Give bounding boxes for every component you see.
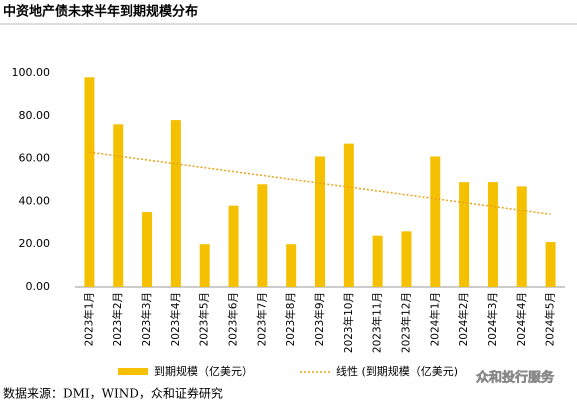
bar bbox=[430, 156, 441, 287]
bar bbox=[170, 120, 181, 287]
bar bbox=[228, 205, 239, 287]
y-tick-label: 100.00 bbox=[12, 66, 51, 79]
bar bbox=[113, 124, 124, 287]
bar bbox=[459, 182, 470, 287]
x-tick-label: 2023年12月 bbox=[399, 292, 412, 353]
x-tick-label: 2023年11月 bbox=[371, 292, 384, 353]
bar bbox=[401, 231, 412, 287]
x-tick-label: 2024年2月 bbox=[457, 292, 470, 346]
bar bbox=[545, 242, 556, 287]
y-tick-label: 0.00 bbox=[26, 280, 51, 293]
legend-swatch bbox=[118, 368, 148, 375]
legend-label: 线性 (到期规模（亿美元) bbox=[336, 364, 458, 378]
bar bbox=[516, 186, 527, 287]
trend-line bbox=[89, 151, 551, 215]
x-tick-label: 2023年1月 bbox=[82, 292, 95, 346]
x-tick-label: 2023年3月 bbox=[140, 292, 153, 346]
bar bbox=[84, 77, 95, 287]
y-tick-label: 80.00 bbox=[19, 109, 51, 122]
x-tick-label: 2024年4月 bbox=[515, 292, 528, 346]
y-tick-label: 40.00 bbox=[19, 194, 51, 207]
bar bbox=[343, 143, 354, 287]
x-tick-label: 2023年4月 bbox=[169, 292, 182, 346]
bar bbox=[199, 244, 210, 287]
x-tick-label: 2023年7月 bbox=[255, 292, 268, 346]
legend-label: 到期规模（亿美元） bbox=[154, 364, 253, 378]
watermark: 众和投行服务 bbox=[476, 370, 555, 386]
x-tick-label: 2023年9月 bbox=[313, 292, 326, 346]
y-tick-label: 20.00 bbox=[19, 237, 51, 250]
x-tick-label: 2024年1月 bbox=[428, 292, 441, 346]
x-tick-label: 2024年5月 bbox=[544, 292, 557, 346]
bar bbox=[142, 212, 153, 287]
source: 数据来源：DMI，WIND，众和证券研究 bbox=[3, 386, 223, 401]
x-tick-label: 2023年8月 bbox=[284, 292, 297, 346]
bar bbox=[257, 184, 268, 287]
chart-title: 中资地产债未来半年到期规模分布 bbox=[3, 4, 198, 20]
x-tick-label: 2023年6月 bbox=[227, 292, 240, 346]
bar bbox=[315, 156, 325, 287]
bar bbox=[372, 235, 383, 287]
x-tick-label: 2023年10月 bbox=[342, 292, 355, 353]
x-tick-label: 2023年5月 bbox=[198, 292, 211, 346]
bar bbox=[487, 182, 498, 287]
bar bbox=[286, 244, 297, 287]
y-tick-label: 60.00 bbox=[19, 152, 51, 165]
x-tick-label: 2024年3月 bbox=[486, 292, 499, 346]
x-tick-label: 2023年2月 bbox=[111, 292, 124, 346]
